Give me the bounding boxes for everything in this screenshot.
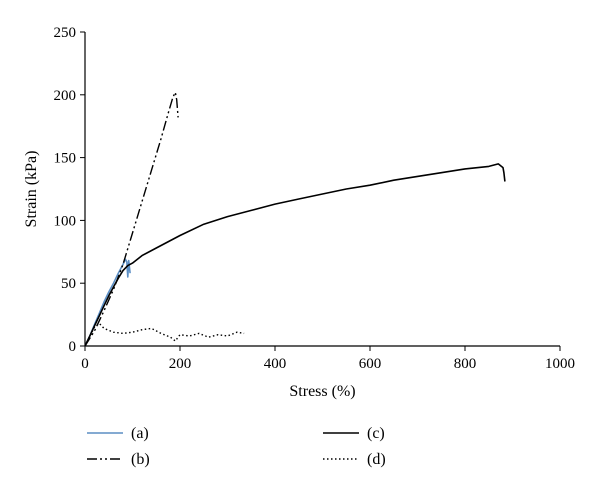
y-tick-label: 50: [61, 276, 76, 292]
ticks: 0 200 400 600 800 1000 0 50 100 150 200 250: [54, 25, 576, 372]
legend-label-2: (b): [131, 451, 150, 468]
x-tick-label: 600: [359, 356, 382, 372]
y-tick-label: 150: [54, 151, 77, 167]
y-tick-label: 200: [54, 88, 77, 104]
series-line-4: [84, 322, 245, 347]
legend-label-4: (d): [367, 451, 386, 468]
y-tick-label: 0: [69, 339, 77, 355]
legend-label-1: (a): [131, 425, 149, 442]
series-line-3: [84, 163, 506, 347]
legend-label-3: (c): [367, 425, 385, 442]
series-layer: [84, 91, 506, 347]
x-tick-label: 800: [454, 356, 477, 372]
y-tick-label: 100: [54, 213, 77, 229]
x-tick-label: 0: [81, 356, 89, 372]
x-tick-label: 400: [264, 356, 287, 372]
x-tick-label: 200: [169, 356, 192, 372]
legend: (a) (b) (c) (d): [87, 425, 386, 468]
series-line-2: [84, 91, 179, 347]
axes: [84, 32, 560, 347]
x-axis-title: Stress (%): [289, 383, 355, 400]
y-axis-title: Strain (kPa): [23, 151, 40, 228]
y-tick-label: 250: [54, 25, 77, 41]
x-tick-label: 1000: [545, 356, 575, 372]
